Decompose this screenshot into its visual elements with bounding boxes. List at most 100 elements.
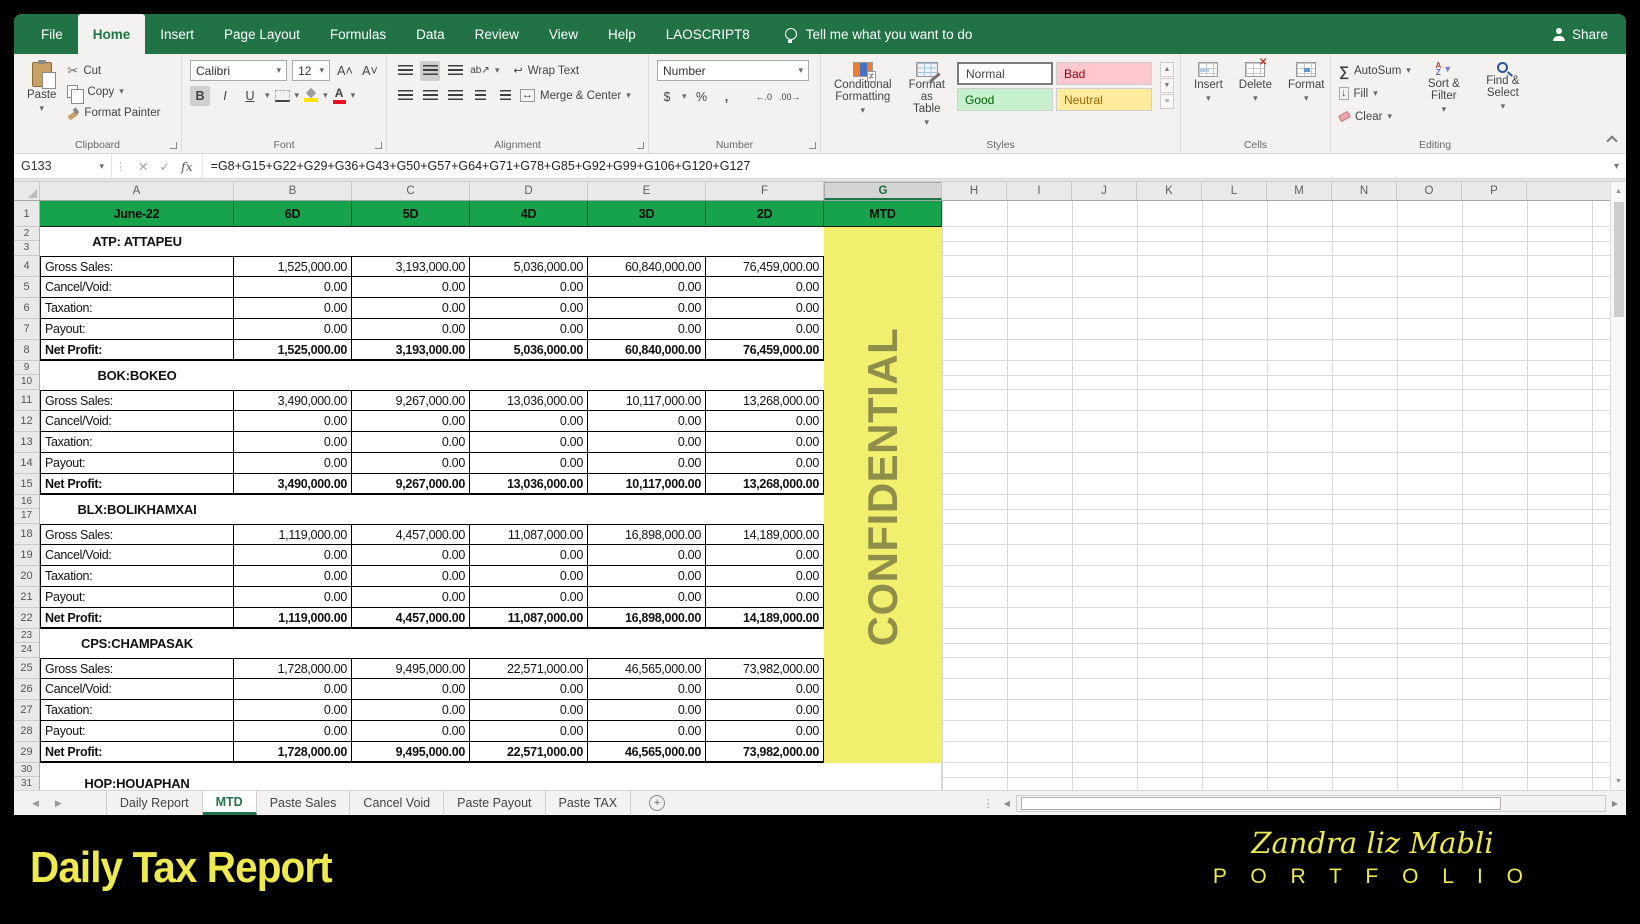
row-header-30-31[interactable]: 30 31: [14, 763, 40, 790]
sheet-tab-paste-sales[interactable]: Paste Sales: [256, 791, 351, 815]
find-select-button[interactable]: Find & Select ▾: [1477, 60, 1529, 114]
enter-icon[interactable]: ✓: [159, 159, 170, 174]
confidential-band-cell[interactable]: [824, 432, 942, 453]
confidential-band-cell[interactable]: [824, 256, 942, 277]
value-cell[interactable]: 0.00: [706, 319, 824, 340]
header-cell-5d[interactable]: 5D: [352, 201, 470, 227]
value-cell[interactable]: 1,728,000.00: [234, 742, 352, 763]
confidential-band-cell[interactable]: [824, 587, 942, 608]
value-cell[interactable]: 0.00: [470, 298, 588, 319]
value-cell[interactable]: 0.00: [588, 453, 706, 474]
value-cell[interactable]: 11,087,000.00: [470, 608, 588, 629]
wrap-text-button[interactable]: Wrap Text: [527, 64, 580, 77]
section-title-cell[interactable]: BLX:BOLIKHAMXAI: [40, 495, 824, 524]
value-cell[interactable]: 0.00: [588, 587, 706, 608]
align-bottom-button[interactable]: [445, 61, 465, 81]
paste-button[interactable]: Paste ▾: [22, 60, 61, 116]
font-family-select[interactable]: Calibri ▾: [190, 60, 288, 81]
format-painter-button[interactable]: Format Painter: [67, 102, 160, 123]
value-cell[interactable]: 0.00: [706, 587, 824, 608]
section-title-cell[interactable]: BOK:BOKEO: [40, 361, 824, 390]
insert-function-icon[interactable]: fx: [180, 158, 193, 174]
header-cell-6d[interactable]: 6D: [234, 201, 352, 227]
row-header-26[interactable]: 26: [14, 679, 40, 700]
value-cell[interactable]: 0.00: [706, 411, 824, 432]
new-sheet-button[interactable]: +: [649, 795, 666, 811]
value-cell[interactable]: 5,036,000.00: [470, 340, 588, 361]
sheet-tab-mtd[interactable]: MTD: [202, 791, 257, 815]
value-cell[interactable]: 0.00: [234, 432, 352, 453]
value-cell[interactable]: 0.00: [706, 679, 824, 700]
cell-style-normal[interactable]: Normal: [957, 62, 1053, 85]
value-cell[interactable]: 11,087,000.00: [470, 524, 588, 545]
value-cell[interactable]: 73,982,000.00: [706, 742, 824, 763]
value-cell[interactable]: 0.00: [470, 700, 588, 721]
confidential-band-cell[interactable]: [824, 340, 942, 361]
row-label-cell[interactable]: Taxation:: [40, 432, 234, 453]
header-cell-june-22[interactable]: June-22: [40, 201, 234, 227]
value-cell[interactable]: 13,036,000.00: [470, 390, 588, 411]
row-label-cell[interactable]: Net Profit:: [40, 340, 234, 361]
confidential-band-cell[interactable]: [824, 495, 942, 524]
row-header-25[interactable]: 25: [14, 658, 40, 679]
fill-color-icon[interactable]: [304, 87, 319, 102]
value-cell[interactable]: 3,490,000.00: [234, 474, 352, 495]
value-cell[interactable]: 1,525,000.00: [234, 340, 352, 361]
column-header-n[interactable]: N: [1332, 182, 1397, 200]
value-cell[interactable]: 0.00: [234, 700, 352, 721]
select-all-corner[interactable]: [14, 182, 40, 200]
value-cell[interactable]: 9,267,000.00: [352, 474, 470, 495]
value-cell[interactable]: 0.00: [352, 587, 470, 608]
splitter-icon[interactable]: ⋮: [115, 160, 126, 173]
confidential-band-cell[interactable]: [824, 721, 942, 742]
sheet-tab-paste-tax[interactable]: Paste TAX: [545, 791, 632, 815]
font-color-icon[interactable]: A: [332, 87, 346, 104]
value-cell[interactable]: 76,459,000.00: [706, 256, 824, 277]
row-header-22[interactable]: 22: [14, 608, 40, 629]
value-cell[interactable]: 0.00: [706, 700, 824, 721]
row-header-4[interactable]: 4: [14, 256, 40, 277]
row-label-cell[interactable]: Gross Sales:: [40, 658, 234, 679]
column-header-g[interactable]: G: [824, 182, 942, 200]
menu-tab-file[interactable]: File: [41, 26, 63, 42]
row-header-27[interactable]: 27: [14, 700, 40, 721]
value-cell[interactable]: 3,193,000.00: [352, 256, 470, 277]
confidential-band-cell[interactable]: [824, 277, 942, 298]
value-cell[interactable]: 1,119,000.00: [234, 524, 352, 545]
value-cell[interactable]: 0.00: [470, 721, 588, 742]
value-cell[interactable]: 1,728,000.00: [234, 658, 352, 679]
value-cell[interactable]: 0.00: [588, 721, 706, 742]
menu-tab-help[interactable]: Help: [607, 26, 636, 42]
row-label-cell[interactable]: Gross Sales:: [40, 524, 234, 545]
row-header-15[interactable]: 15: [14, 474, 40, 495]
confidential-band-cell[interactable]: [824, 524, 942, 545]
column-header-k[interactable]: K: [1137, 182, 1202, 200]
vertical-scrollbar[interactable]: ▲ ▼: [1610, 182, 1626, 790]
value-cell[interactable]: 9,267,000.00: [352, 390, 470, 411]
scroll-up-icon[interactable]: ▲: [1615, 187, 1622, 195]
column-header-a[interactable]: A: [40, 182, 234, 200]
value-cell[interactable]: 14,189,000.00: [706, 524, 824, 545]
row-header-19[interactable]: 19: [14, 545, 40, 566]
value-cell[interactable]: 0.00: [352, 411, 470, 432]
menu-tab-laoscript8[interactable]: LAOSCRIPT8: [665, 26, 750, 42]
gallery-up-icon[interactable]: ▲: [1160, 62, 1174, 77]
expand-formula-bar-icon[interactable]: ▾: [1613, 160, 1619, 172]
value-cell[interactable]: 0.00: [706, 277, 824, 298]
number-format-select[interactable]: Number ▾: [657, 60, 809, 81]
value-cell[interactable]: 0.00: [706, 298, 824, 319]
confidential-band-cell[interactable]: [824, 679, 942, 700]
confidential-band-cell[interactable]: [824, 566, 942, 587]
scroll-down-icon[interactable]: ▼: [1615, 777, 1622, 785]
dialog-launcher-icon[interactable]: [375, 142, 382, 149]
row-label-cell[interactable]: Cancel/Void:: [40, 411, 234, 432]
value-cell[interactable]: 0.00: [588, 298, 706, 319]
sheet-nav-right-icon[interactable]: ▶: [54, 797, 62, 808]
value-cell[interactable]: 76,459,000.00: [706, 340, 824, 361]
value-cell[interactable]: 0.00: [588, 411, 706, 432]
borders-icon[interactable]: [274, 89, 290, 102]
comma-style-button[interactable]: ,: [724, 89, 729, 104]
menu-tab-review[interactable]: Review: [474, 26, 519, 42]
value-cell[interactable]: 0.00: [352, 679, 470, 700]
